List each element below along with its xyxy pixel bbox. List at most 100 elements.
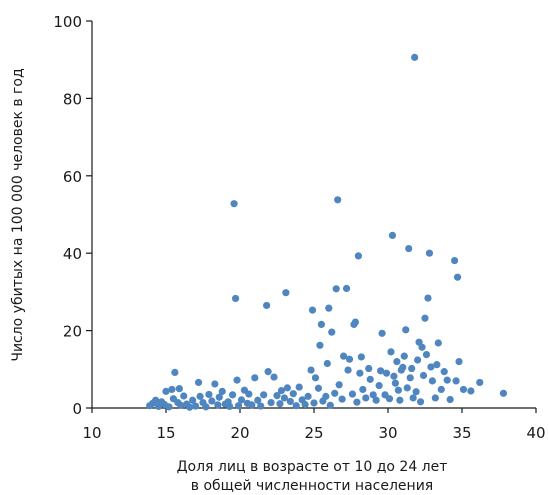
scatter-point <box>328 328 336 336</box>
x-tick-label: 25 <box>304 424 323 442</box>
scatter-point <box>317 320 325 329</box>
scatter-point <box>476 378 484 387</box>
y-tick-label: 60 <box>63 168 82 186</box>
scatter-point <box>310 399 318 407</box>
scatter-point <box>455 357 463 366</box>
scatter-point <box>378 329 386 337</box>
scatter-point <box>422 350 431 359</box>
x-tick-label: 15 <box>156 424 175 442</box>
scatter-point <box>205 390 213 399</box>
scatter-point <box>414 356 422 364</box>
data-points <box>146 53 508 411</box>
scatter-point <box>307 366 315 374</box>
scatter-point <box>440 368 448 376</box>
scatter-point <box>402 326 410 334</box>
scatter-point <box>388 231 397 239</box>
y-tick-label: 100 <box>53 13 82 31</box>
scatter-point <box>340 352 348 360</box>
scatter-point <box>424 294 432 302</box>
scatter-point <box>411 53 419 61</box>
y-tick-label: 0 <box>72 400 82 418</box>
axes <box>91 21 536 409</box>
scatter-point <box>403 384 411 392</box>
scatter-point <box>152 396 160 404</box>
scatter-point <box>263 301 271 310</box>
scatter-point <box>393 357 401 366</box>
scatter-point <box>165 403 173 411</box>
scatter-point <box>196 392 204 400</box>
scatter-point <box>311 374 320 382</box>
scatter-point <box>345 355 354 363</box>
scatter-point <box>453 273 462 281</box>
scatter-point <box>229 391 237 399</box>
y-tick-label: 80 <box>63 90 82 108</box>
scatter-point <box>437 385 445 394</box>
scatter-point <box>215 393 223 401</box>
scatter-point <box>214 401 222 409</box>
scatter-point <box>467 387 475 395</box>
scatter-point <box>260 391 268 399</box>
scatter-point <box>342 284 351 293</box>
scatter-point <box>391 379 399 387</box>
scatter-point <box>351 318 360 326</box>
scatter-point <box>171 368 179 376</box>
scatter-point <box>283 384 291 392</box>
scatter-point <box>286 397 294 406</box>
scatter-point <box>385 395 394 403</box>
scatter-point <box>348 390 357 398</box>
scatter-point <box>427 363 435 371</box>
x-tick-label: 35 <box>452 424 471 442</box>
scatter-point <box>405 244 413 253</box>
scatter-point <box>231 294 240 303</box>
scatter-point <box>257 402 265 410</box>
scatter-point <box>362 394 370 402</box>
scatter-point <box>394 386 402 394</box>
scatter-point <box>443 376 451 384</box>
scatter-point <box>396 396 404 404</box>
scatter-point <box>334 196 342 204</box>
x-axis-title-line-1: Доля лиц в возрасте от 10 до 24 лет <box>177 459 448 475</box>
scatter-point <box>254 396 262 404</box>
scatter-point <box>399 363 407 371</box>
scatter-point <box>168 385 176 394</box>
y-tick-label: 20 <box>63 323 82 341</box>
scatter-point <box>194 378 203 387</box>
scatter-point <box>276 400 284 408</box>
scatter-point <box>408 364 416 373</box>
scatter-point <box>304 392 312 400</box>
scatter-point <box>162 387 170 395</box>
scatter-point <box>332 285 340 293</box>
y-ticks: 0 20 40 60 80 100 <box>53 13 92 418</box>
scatter-point <box>354 252 362 260</box>
y-axis-title: Число убитых на 100 000 человек в год <box>10 68 26 361</box>
scatter-point <box>177 401 185 409</box>
scatter-point <box>326 401 334 409</box>
scatter-point <box>301 400 309 409</box>
scatter-point <box>180 392 188 400</box>
scatter-point <box>323 359 331 368</box>
scatter-point <box>433 361 441 369</box>
scatter-point <box>308 306 317 314</box>
scatter-point <box>189 396 197 404</box>
scatter-point <box>409 394 417 402</box>
x-tick-label: 40 <box>526 424 545 442</box>
scatter-point <box>400 352 408 360</box>
scatter-point <box>314 384 323 392</box>
scatter-point <box>289 390 297 398</box>
scatter-point <box>365 364 373 373</box>
scatter-point <box>431 394 439 402</box>
scatter-point <box>192 402 200 410</box>
scatter-point <box>277 386 286 395</box>
scatter-point <box>406 374 414 382</box>
scatter-point <box>353 398 361 406</box>
scatter-point <box>344 366 352 374</box>
scatter-point <box>446 395 454 404</box>
scatter-point <box>175 385 183 393</box>
scatter-point <box>186 403 194 411</box>
scatter-point <box>237 396 246 404</box>
scatter-point <box>208 397 216 405</box>
scatter-point <box>267 398 275 407</box>
scatter-point <box>377 367 385 375</box>
scatter-point <box>273 392 281 400</box>
